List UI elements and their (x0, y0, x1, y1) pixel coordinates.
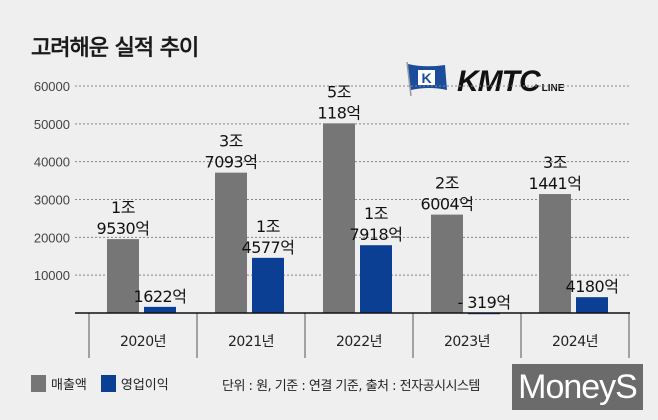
legend-swatch-revenue (31, 375, 46, 392)
x-tick-label: 2020년 (120, 334, 166, 350)
y-tick-label: 30000 (34, 193, 70, 208)
bar-revenue (323, 123, 355, 313)
data-label: 3조 (543, 153, 567, 172)
bar-operating-profit (252, 257, 284, 313)
data-label: 2조 (435, 174, 459, 193)
bar-revenue (107, 239, 139, 313)
x-tick-label: 2022년 (336, 334, 382, 350)
bar-revenue (539, 194, 571, 313)
logo-suffix: LINE (541, 83, 565, 94)
x-tick-label: 2023년 (444, 334, 490, 350)
bar-revenue (215, 172, 247, 313)
bar-revenue (431, 214, 463, 313)
data-label: 3조 (219, 132, 243, 151)
data-label: 1441억 (529, 174, 582, 193)
kmtc-logo: K KMTC LINE (405, 62, 565, 98)
data-label: 6004억 (421, 195, 474, 214)
data-label: 118억 (317, 103, 360, 122)
data-label: 7918억 (350, 225, 403, 244)
bar-operating-profit (360, 245, 392, 313)
y-tick-label: 10000 (34, 268, 70, 283)
x-tick-label: 2021년 (228, 334, 274, 350)
legend-swatch-operating-profit (100, 375, 116, 392)
moneys-watermark: MoneyS (512, 364, 643, 410)
footnote: 단위 : 원, 기준 : 연결 기준, 출처 : 전자공시시스템 (222, 379, 480, 394)
logo-brand: KMTC (457, 65, 541, 98)
bar-operating-profit (576, 297, 608, 313)
x-tick-label: 2024년 (552, 334, 598, 350)
legend-label-operating-profit: 영업이익 (120, 378, 169, 393)
y-tick-label: 60000 (34, 79, 70, 94)
flag-icon: K (406, 62, 447, 96)
data-label: 4577억 (242, 238, 295, 257)
legend-label-revenue: 매출액 (51, 378, 87, 393)
data-label: 4180억 (566, 277, 619, 296)
y-tick-label: 20000 (34, 230, 70, 245)
data-label: 5조 (327, 82, 351, 101)
data-label: 1조 (111, 198, 135, 217)
data-label: 1조 (364, 204, 388, 223)
data-label: 9530억 (97, 219, 150, 238)
data-label: 7093억 (205, 153, 258, 172)
legend: 매출액 영업이익 (31, 374, 169, 393)
svg-text:K: K (421, 70, 431, 86)
data-label: 1622억 (134, 287, 187, 306)
y-tick-label: 40000 (34, 155, 70, 170)
chart-title: 고려해운 실적 추이 (31, 36, 199, 61)
bar-operating-profit (144, 306, 176, 313)
data-label: 1조 (256, 217, 280, 236)
y-tick-label: 50000 (34, 117, 70, 132)
data-label: - 319억 (457, 293, 510, 312)
